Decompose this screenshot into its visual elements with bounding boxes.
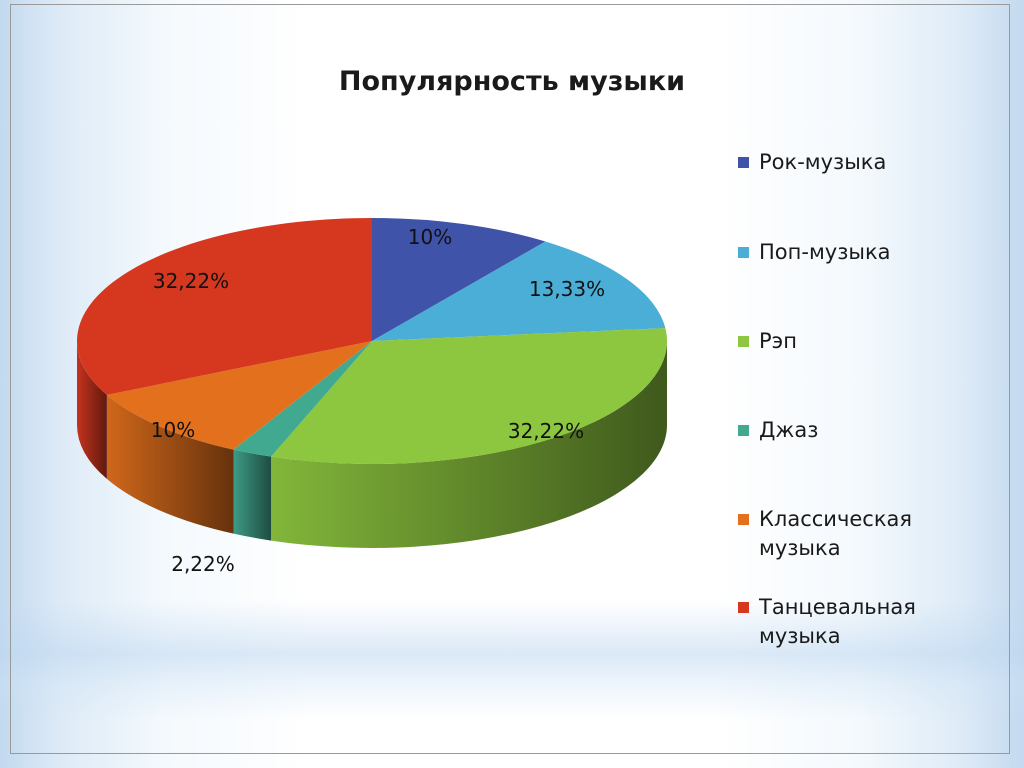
legend-label-rap: Рэп [759, 329, 797, 353]
legend-swatch-dance [738, 602, 749, 613]
data-label-pop: 13,33% [529, 277, 605, 301]
pie-slice-rock [372, 218, 546, 341]
pie-side-jazz [233, 449, 272, 541]
legend-label-classical: Классическая музыка [759, 507, 912, 560]
legend-swatch-pop [738, 247, 749, 258]
legend-swatch-jazz [738, 425, 749, 436]
chart-title: Популярность музыки [338, 66, 686, 97]
data-label-dance: 32,22% [153, 269, 229, 293]
legend-swatch-classical [738, 514, 749, 525]
pie-side-classical [106, 394, 234, 534]
pie-slice-classical [106, 341, 372, 450]
pie-side-dance [77, 341, 107, 479]
legend-swatch-rap [738, 336, 749, 347]
legend-label-pop: Поп-музыка [759, 240, 891, 264]
pie-slice-pop [372, 241, 666, 341]
legend-label-dance: Танцевальная музыка [759, 595, 916, 648]
pie-slice-jazz [233, 341, 372, 457]
legend-swatch-rock [738, 157, 749, 168]
data-label-jazz: 2,22% [171, 552, 235, 576]
pie-slice-dance [76, 218, 372, 395]
data-label-rap: 32,22% [508, 419, 584, 443]
legend-label-rock: Рок-музыка [759, 150, 887, 174]
legend-label-jazz: Джаз [759, 418, 819, 442]
data-label-rock: 10% [408, 225, 452, 249]
slide-frame [10, 4, 1010, 754]
pie-slice-rap [271, 328, 667, 464]
pie-side-rap [271, 341, 667, 549]
data-label-classical: 10% [151, 418, 195, 442]
